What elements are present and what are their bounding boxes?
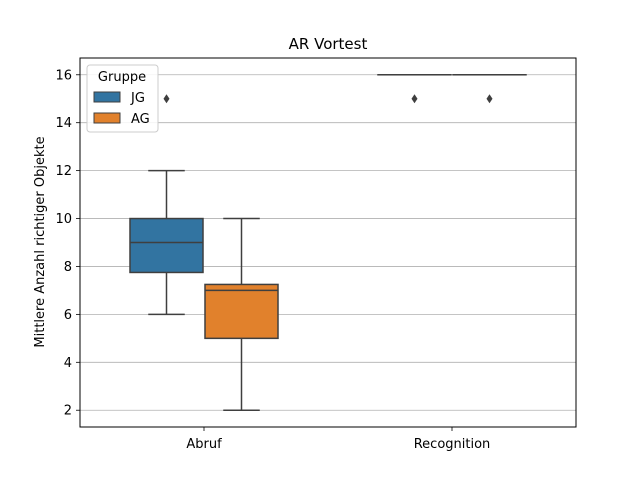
y-tick-label: 6 (64, 308, 72, 323)
axes-frame (79, 57, 577, 428)
y-tick-label: 8 (64, 260, 72, 275)
y-tick-label: 2 (64, 404, 72, 419)
legend-swatch-JG (93, 91, 121, 103)
legend-title: Gruppe (98, 70, 146, 85)
x-tick-label: Abruf (186, 437, 222, 452)
y-tick-label: 10 (55, 212, 72, 227)
legend-swatch-AG (93, 112, 121, 124)
x-tick-label: Recognition (414, 437, 491, 452)
y-tick-label: 16 (55, 68, 72, 83)
box-AG-Recognition (452, 74, 527, 104)
legend-label-JG: JG (130, 91, 145, 106)
outlier-point (411, 94, 418, 104)
x-axis: Abruf Recognition (186, 427, 490, 452)
y-tick-label: 12 (55, 164, 72, 179)
legend-label-AG: AG (131, 112, 150, 127)
box-iqr (204, 283, 279, 340)
box-AG-Abruf (204, 217, 279, 411)
legend: Gruppe JG AG (86, 64, 159, 133)
box-JG-Recognition (377, 74, 452, 104)
chart-title: AR Vortest (289, 35, 368, 53)
box-JG-Abruf (129, 94, 204, 316)
plot-area (129, 74, 527, 411)
legend-entries: JG AG (93, 91, 150, 127)
outlier-point (486, 94, 493, 104)
box-iqr (129, 217, 204, 274)
y-axis: 2 4 6 8 10 12 14 16 (55, 68, 80, 419)
outlier-point (163, 94, 170, 104)
y-axis-label: Mittlere Anzahl richtiger Objekte (33, 136, 48, 347)
y-tick-label: 14 (55, 116, 72, 131)
y-tick-label: 4 (64, 356, 72, 371)
